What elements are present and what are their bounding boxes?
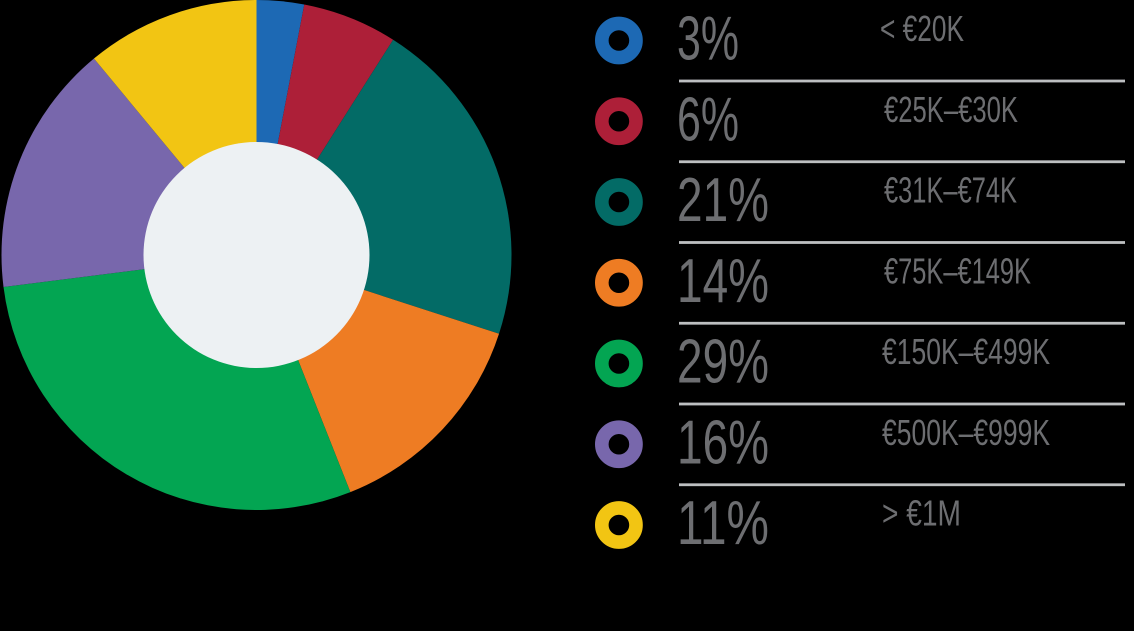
svg-text:21%: 21% bbox=[677, 165, 769, 235]
svg-text:€150K–€499K: €150K–€499K bbox=[882, 331, 1050, 372]
svg-text:€31K–€74K: €31K–€74K bbox=[884, 170, 1017, 211]
svg-text:14%: 14% bbox=[677, 246, 769, 316]
svg-text:> €1M: > €1M bbox=[882, 493, 961, 534]
svg-text:€25K–€30K: €25K–€30K bbox=[884, 89, 1018, 130]
svg-text:3%: 3% bbox=[677, 4, 739, 74]
svg-text:16%: 16% bbox=[677, 407, 769, 477]
svg-text:29%: 29% bbox=[677, 327, 769, 397]
svg-text:< €20K: < €20K bbox=[880, 8, 964, 49]
svg-text:€75K–€149K: €75K–€149K bbox=[884, 250, 1031, 291]
svg-text:6%: 6% bbox=[677, 84, 739, 154]
svg-text:€500K–€999K: €500K–€999K bbox=[882, 412, 1050, 453]
svg-text:11%: 11% bbox=[677, 488, 769, 558]
